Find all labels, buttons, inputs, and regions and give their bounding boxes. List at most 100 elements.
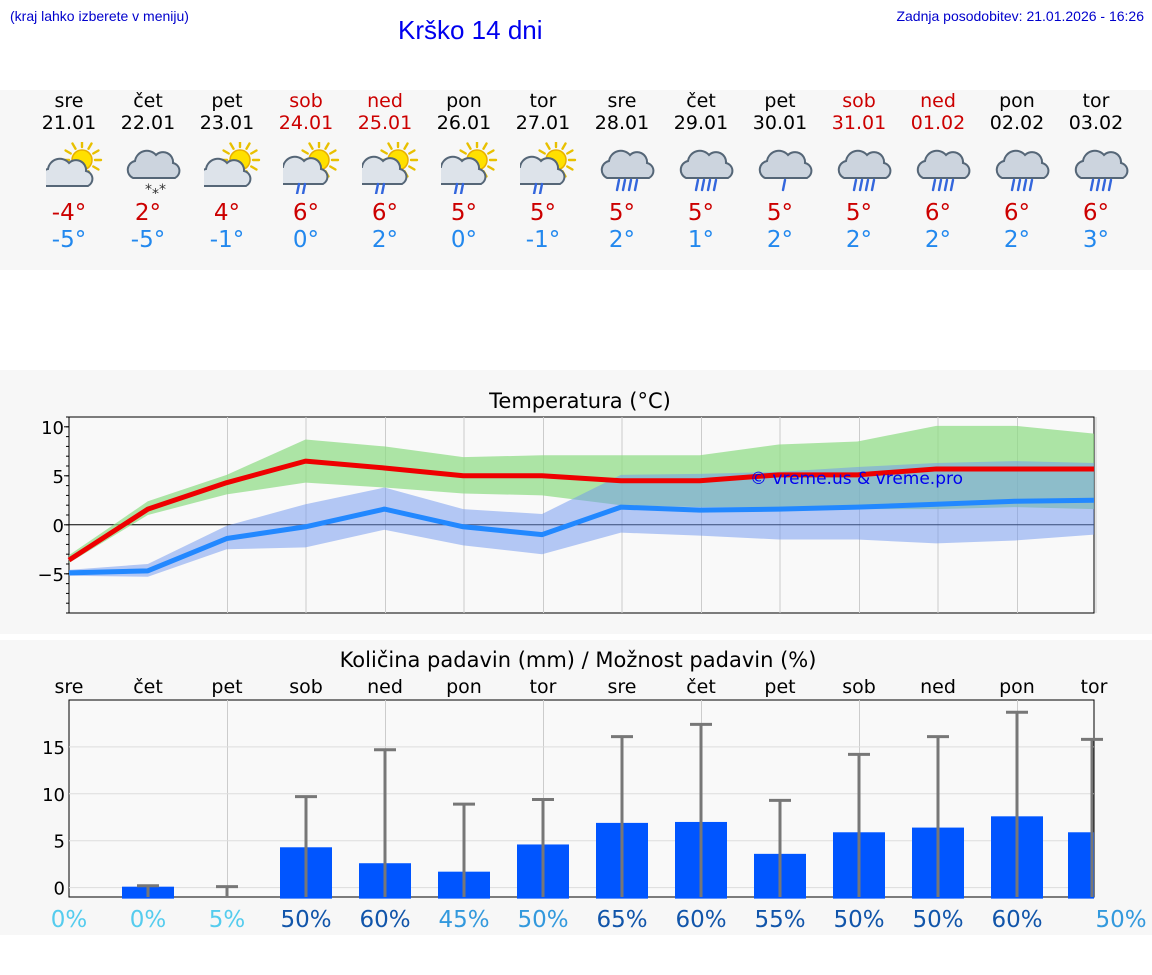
y-tick-label: 5 [54,832,65,853]
day-label: tor [530,676,557,698]
max-temperature: 6° [924,200,952,226]
sun-rain-icon [283,142,340,194]
day-name: sob [842,90,876,112]
precipitation-probability: 0% [130,907,167,933]
precipitation-probability: 45% [438,907,489,933]
max-temperature: 5° [687,200,715,226]
last-updated: Zadnja posodobitev: 21.01.2026 - 16:26 [896,8,1144,24]
day-name: ned [920,90,956,112]
precipitation-bar [1068,832,1094,899]
svg-text:*⁎*: *⁎* [145,182,166,194]
day-date: 30.01 [752,112,808,134]
day-name: sob [289,90,323,112]
min-temperature: -1° [525,227,561,253]
max-temperature: 6° [1082,200,1110,226]
day-name: tor [1082,90,1110,112]
precipitation-chart-title: Količina padavin (mm) / Možnost padavin … [340,648,817,672]
day-date: 29.01 [673,112,729,134]
day-date: 22.01 [120,112,176,134]
max-temperature: 6° [292,200,320,226]
day-date: 27.01 [515,112,571,134]
day-date: 25.01 [357,112,413,134]
y-tick-label: 5 [53,467,64,488]
day-date: 03.02 [1068,112,1124,134]
page-title: Krško 14 dni [398,15,543,45]
day-label: sob [289,676,323,698]
precipitation-probability: 65% [596,907,647,933]
max-temperature: 6° [1003,200,1031,226]
precipitation-chart: Količina padavin (mm) / Možnost padavin … [42,648,1146,933]
precipitation-probability: 0% [51,907,88,933]
day-date: 01.02 [910,112,966,134]
max-temperature: 5° [766,200,794,226]
min-temperature: 2° [608,227,636,253]
day-label: pet [211,676,242,698]
day-label: sob [842,676,876,698]
precipitation-probability: 50% [912,907,963,933]
y-tick-label: 15 [42,738,65,759]
day-name: čet [686,90,716,112]
day-label: sre [608,676,637,698]
min-temperature-line [68,497,1095,576]
day-name: pet [211,90,243,112]
sun-rain-icon [441,142,498,194]
day-label: tor [1081,676,1108,698]
max-temperature: -4° [51,200,87,226]
partly-sunny-icon [204,142,261,187]
day-name: pet [764,90,796,112]
max-temperature: 2° [134,200,162,226]
min-temperature: 0° [292,227,320,253]
day-label: pet [764,676,795,698]
precipitation-probability: 60% [675,907,726,933]
day-name: pon [446,90,482,112]
day-date: 31.01 [831,112,887,134]
light-rain-icon [758,149,813,192]
max-temperature: 4° [213,200,241,226]
min-temperature: -5° [130,227,166,253]
min-temperature: 3° [1082,227,1110,253]
precipitation-probability: 50% [833,907,884,933]
day-label: čet [133,676,163,698]
temperature-chart-title: Temperatura (°C) [488,389,671,413]
precipitation-probability: 60% [991,907,1042,933]
y-tick-label: −5 [37,565,64,586]
day-name: čet [133,90,163,112]
min-temperature: 2° [845,227,873,253]
location-hint: (kraj lahko izberete v meniju) [10,8,189,24]
y-tick-label: 0 [54,879,65,900]
day-label: sre [55,676,84,698]
day-label: ned [367,676,403,698]
min-temperature: -5° [51,227,87,253]
precipitation-probability: 55% [754,907,805,933]
day-name: sre [54,90,84,112]
day-label: čet [686,676,716,698]
min-temperature: 2° [1003,227,1031,253]
rain-cloud-icon [995,149,1050,192]
day-date: 24.01 [278,112,334,134]
day-date: 02.02 [989,112,1045,134]
sun-rain-icon [362,142,419,194]
sun-rain-icon [520,142,577,194]
max-temperature: 5° [845,200,873,226]
day-label: pon [999,676,1035,698]
max-temperature: 5° [608,200,636,226]
snow-cloud-icon: *⁎* [126,149,181,194]
day-label: pon [446,676,482,698]
partly-sunny-icon [46,142,103,187]
day-name: ned [367,90,403,112]
rain-cloud-icon [600,149,655,192]
precipitation-probability: 50% [280,907,331,933]
precipitation-probability: 50% [1095,907,1146,933]
day-date: 28.01 [594,112,650,134]
min-temperature: 2° [766,227,794,253]
max-temperature: 5° [529,200,557,226]
day-date: 26.01 [436,112,492,134]
max-temperature-line [67,458,1094,563]
credit-text: © vreme.us & vreme.pro [750,469,963,489]
day-name: pon [999,90,1035,112]
precipitation-probability: 5% [209,907,246,933]
y-tick-label: 10 [41,418,64,439]
min-temperature: 0° [450,227,478,253]
day-name: sre [607,90,637,112]
day-name: tor [529,90,557,112]
